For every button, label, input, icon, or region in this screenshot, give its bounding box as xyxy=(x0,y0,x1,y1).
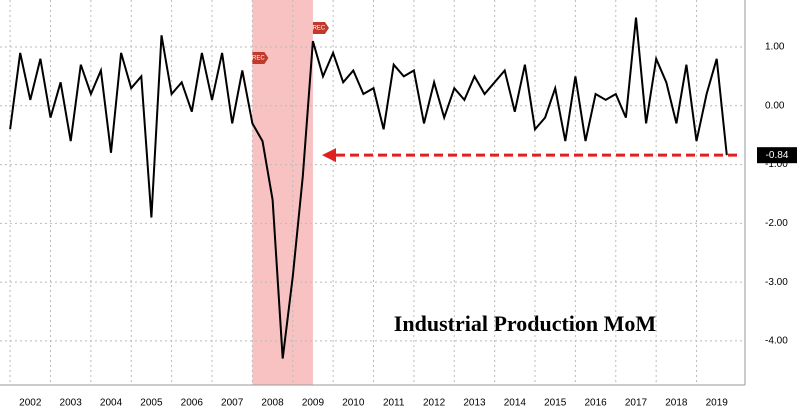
x-tick-label: 2019 xyxy=(706,398,729,409)
y-tick-label: -3.00 xyxy=(765,277,788,288)
x-tick-label: 2016 xyxy=(584,398,607,409)
last-value-box xyxy=(757,147,797,164)
x-tick-label: 2011 xyxy=(383,398,405,409)
y-tick-label: -1.00 xyxy=(765,159,788,170)
x-tick-label: 2002 xyxy=(19,398,42,409)
x-tick-label: 2006 xyxy=(181,398,204,409)
rec-marker xyxy=(252,52,269,64)
arrow-head xyxy=(322,148,336,163)
x-tick-label: 2010 xyxy=(342,398,365,409)
x-tick-label: 2005 xyxy=(140,398,163,409)
last-value-label: -0.84 xyxy=(766,150,789,161)
x-tick-label: 2015 xyxy=(544,398,567,409)
series-line xyxy=(9,17,728,359)
x-tick-label: 2007 xyxy=(221,398,244,409)
y-tick-label: 1.00 xyxy=(765,42,785,53)
x-tick-label: 2004 xyxy=(100,398,123,409)
x-tick-label: 2017 xyxy=(625,398,648,409)
x-tick-label: 2014 xyxy=(504,398,527,409)
y-tick-label: -2.00 xyxy=(765,218,788,229)
x-tick-label: 2003 xyxy=(60,398,83,409)
x-tick-label: 2018 xyxy=(665,398,688,409)
x-tick-label: 2009 xyxy=(302,398,325,409)
x-tick-label: 2013 xyxy=(463,398,486,409)
rec-marker xyxy=(312,22,329,34)
x-tick-label: 2012 xyxy=(423,398,446,409)
chart-title: Industrial Production MoM xyxy=(394,311,657,336)
rec-label: REC xyxy=(313,26,326,32)
recession-band xyxy=(252,0,313,385)
y-tick-label: -4.00 xyxy=(765,336,788,347)
rec-label: REC xyxy=(252,56,265,62)
y-tick-label: 0.00 xyxy=(765,100,785,111)
x-tick-label: 2008 xyxy=(261,398,284,409)
